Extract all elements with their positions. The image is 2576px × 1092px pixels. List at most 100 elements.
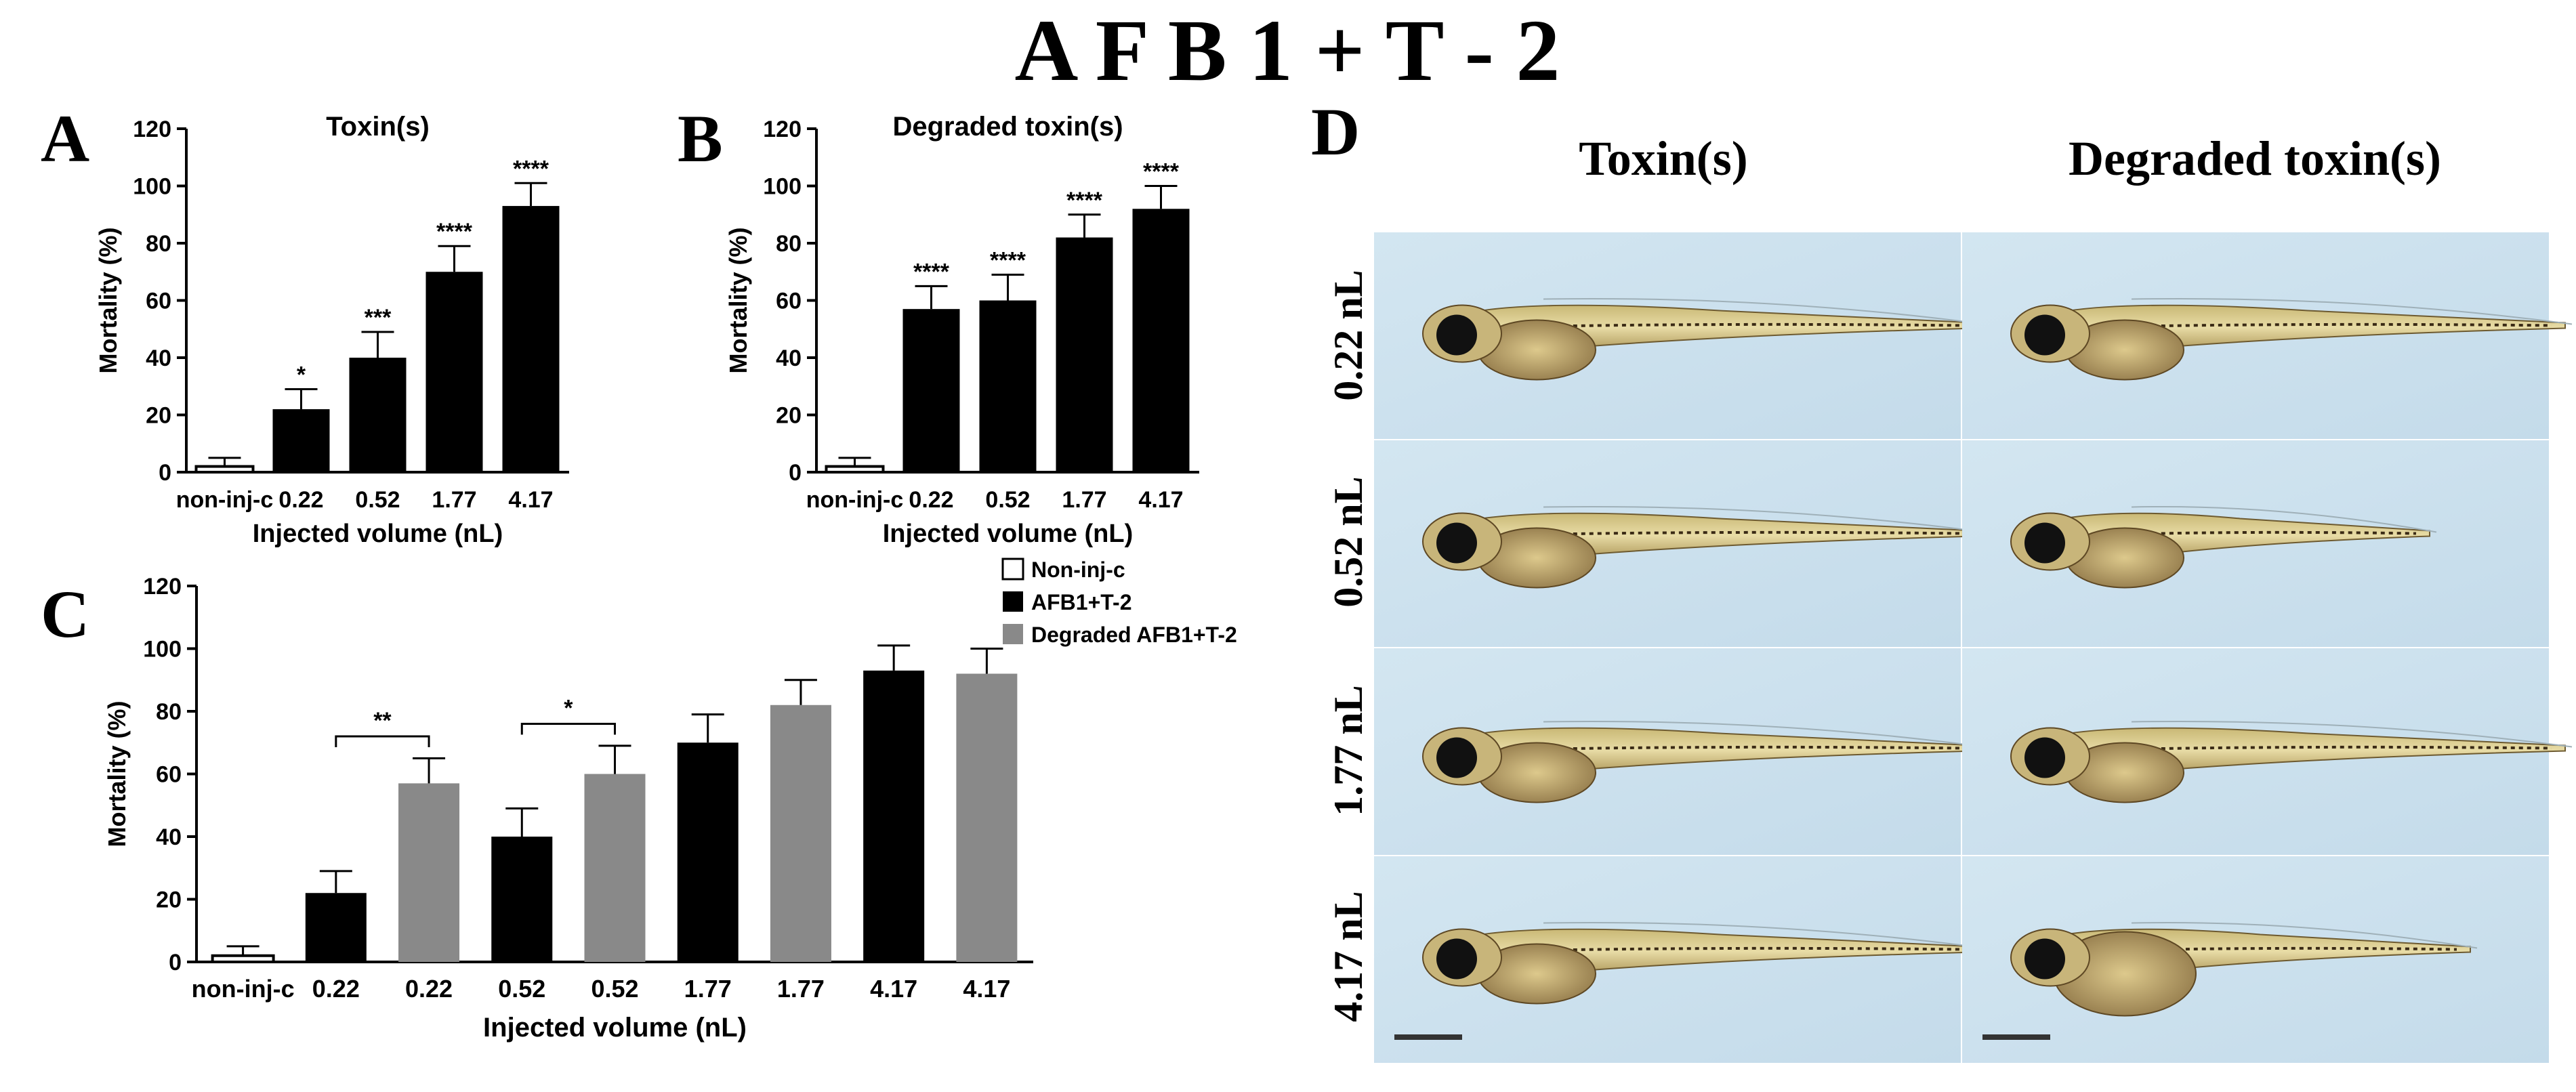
legend-swatch	[1003, 591, 1023, 612]
y-tick-label: 60	[146, 289, 171, 314]
comparison-bracket	[520, 723, 616, 735]
significance-label: ****	[513, 156, 549, 182]
x-tick-label: non-inj-c	[806, 487, 904, 513]
y-axis-label: Mortality (%)	[724, 228, 752, 374]
comparison-label: **	[373, 708, 392, 734]
x-axis-label: Injected volume (nL)	[883, 520, 1133, 548]
y-tick-label: 40	[146, 345, 171, 371]
legend-swatch	[1001, 558, 1024, 581]
significance-label: *	[297, 362, 306, 387]
larva-pigment	[2104, 745, 2552, 751]
panel-d-row-label-4: 4.17 nL	[1326, 891, 1371, 1022]
larva-fin	[1543, 297, 1985, 325]
y-tick-label: 20	[156, 887, 182, 913]
larva-eye	[2024, 314, 2065, 356]
x-tick-label: 4.17	[1138, 487, 1183, 513]
y-tick-label: 40	[156, 824, 182, 850]
chart-b: Degraded toxin(s) 0 20 40 60 80 100 120 Mortalit…	[724, 112, 1199, 548]
zebrafish-larva	[2010, 505, 2437, 589]
micrograph-tile	[1374, 856, 1985, 1063]
y-axis-label: Mortality (%)	[103, 701, 131, 847]
zebrafish-larva	[1422, 297, 1985, 381]
comparison-bracket	[335, 735, 430, 747]
y-tick-label: 80	[156, 699, 182, 725]
x-tick-label: 0.52	[985, 487, 1030, 513]
larva-pigment	[1516, 530, 1964, 537]
y-tick-label: 120	[133, 117, 171, 142]
micrograph-tile	[1962, 648, 2573, 855]
bar	[272, 409, 330, 472]
x-tick-label: 1.77	[1062, 487, 1106, 513]
y-tick-label: 20	[776, 403, 802, 429]
x-tick-label: non-inj-c	[176, 487, 274, 513]
bar	[194, 465, 255, 474]
y-tick-label: 40	[776, 345, 802, 371]
panel-letter-a: A	[41, 101, 89, 176]
x-tick-label: 4.17	[870, 975, 917, 1003]
bar	[502, 206, 560, 472]
larva-pigment	[1516, 322, 1964, 329]
x-tick-label: 0.52	[498, 975, 545, 1003]
chart-title: Toxin(s)	[326, 112, 430, 142]
y-tick-label: 120	[143, 574, 182, 600]
zebrafish-larva	[1422, 505, 1985, 589]
larva-eye	[1436, 938, 1477, 980]
x-tick-label: 0.22	[278, 487, 323, 513]
y-tick-label: 0	[169, 950, 182, 975]
x-tick-label: 0.22	[405, 975, 453, 1003]
bar	[1056, 237, 1113, 472]
y-tick-label: 80	[776, 231, 802, 257]
legend-swatch	[1003, 624, 1023, 644]
larva-fin	[2131, 505, 2437, 533]
bar	[677, 742, 739, 962]
bar	[305, 893, 367, 962]
x-tick-label: 0.22	[909, 487, 953, 513]
x-tick-label: 4.17	[963, 975, 1010, 1003]
bar	[1132, 209, 1190, 472]
micrograph-tile	[1962, 856, 2549, 1063]
y-tick-label: 100	[133, 174, 171, 200]
panel-letter-c: C	[41, 576, 89, 652]
larva-fin	[2131, 297, 2573, 325]
larva-fin	[2131, 921, 2478, 949]
legend-label: AFB1+T-2	[1031, 590, 1131, 614]
micrograph-tile	[1374, 440, 1985, 647]
micrograph-tile	[1962, 440, 2549, 647]
larva-fin	[2131, 720, 2573, 748]
panel-d-micrographs: Toxin(s) Degraded toxin(s) 0.22 nL 0.52 …	[1326, 131, 2573, 1063]
bar	[398, 783, 460, 962]
y-tick-label: 60	[776, 289, 802, 314]
y-tick-label: 20	[146, 403, 171, 429]
zebrafish-larva	[1422, 921, 1985, 1005]
larva-fin	[1543, 720, 1985, 748]
x-axis-label: Injected volume (nL)	[483, 1013, 747, 1043]
bar	[770, 705, 831, 962]
larva-eye	[2024, 938, 2065, 980]
chart-a: Toxin(s) 0 20 40 60 80 100 120 Mortality (%) Inje…	[94, 112, 569, 548]
zebrafish-larva	[2010, 921, 2478, 1017]
larva-fin	[1543, 505, 1985, 533]
larva-eye	[2024, 522, 2065, 564]
bar	[979, 300, 1037, 472]
significance-label: ****	[1143, 159, 1180, 185]
panel-d-row-label-1: 0.22 nL	[1326, 270, 1371, 400]
legend-label: Non-inj-c	[1031, 558, 1125, 582]
bar	[211, 954, 275, 963]
zebrafish-larva	[1422, 720, 1985, 803]
zebrafish-larva	[2010, 720, 2573, 803]
comparison-label: *	[564, 696, 573, 721]
legend-label: Degraded AFB1+T-2	[1031, 623, 1237, 647]
y-tick-label: 0	[789, 460, 802, 486]
panel-letter-d: D	[1311, 94, 1360, 169]
y-tick-label: 60	[156, 762, 182, 788]
y-tick-label: 0	[159, 460, 171, 486]
micrograph-tile	[1374, 232, 1985, 439]
larva-pigment	[1516, 946, 1964, 952]
micrograph-tile	[1374, 648, 1985, 855]
chart-c: 0 20 40 60 80 100 120 Mortality (%) Injected vol…	[103, 558, 1237, 1043]
x-tick-label: 1.77	[777, 975, 825, 1003]
larva-eye	[1436, 522, 1477, 564]
bar	[425, 272, 483, 472]
significance-label: ****	[436, 219, 473, 245]
